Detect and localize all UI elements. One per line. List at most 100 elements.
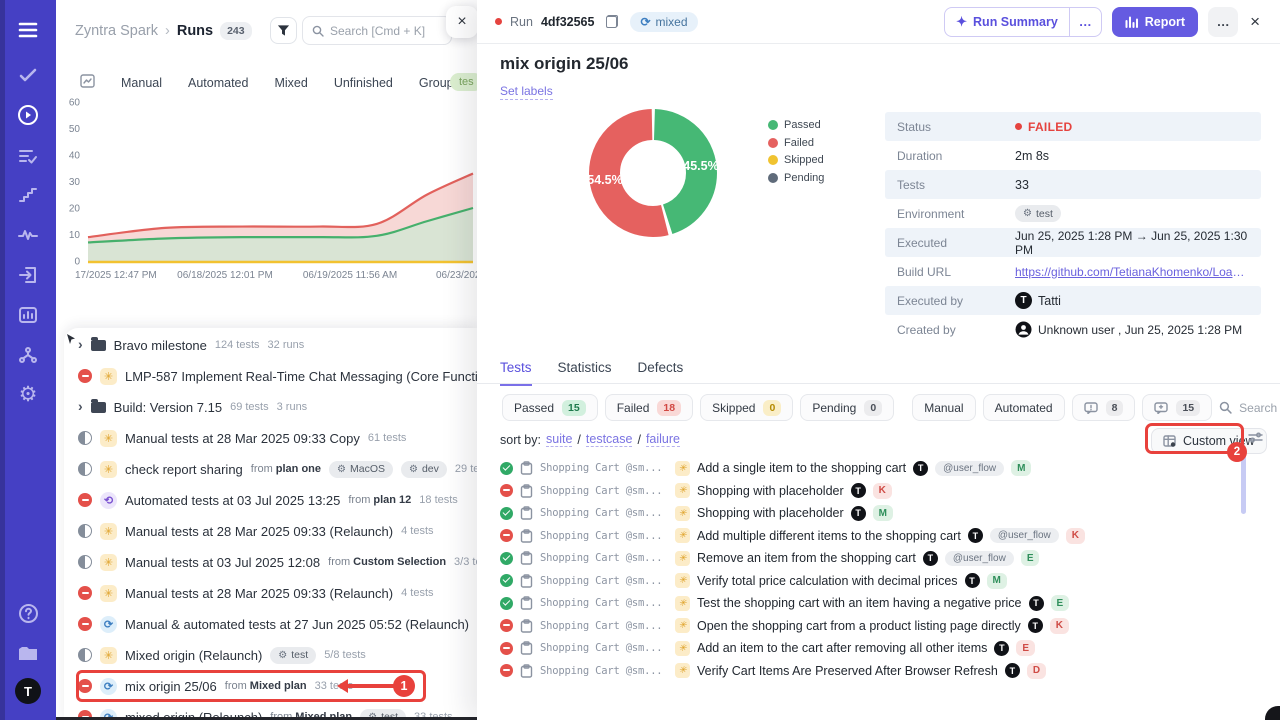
reports-icon[interactable] <box>0 302 56 328</box>
filter-automated-button[interactable]: Automated <box>982 394 1065 421</box>
milestone-badge: E <box>1050 595 1070 611</box>
tab-automated[interactable]: Automated <box>188 75 249 90</box>
projects-folder-icon[interactable] <box>0 640 56 666</box>
clipboard-icon <box>520 618 533 633</box>
tests-search[interactable] <box>1219 400 1280 415</box>
run-list-item[interactable]: ✳ check report sharing from plan one ⚙ Mac… <box>78 454 477 484</box>
tab-mixed[interactable]: Mixed <box>274 75 308 90</box>
sort-failure-link[interactable]: failure <box>645 432 680 447</box>
svg-text:54.5%: 54.5% <box>587 173 622 187</box>
run-group-row[interactable]: › Build: Version 7.15 69 tests 3 runs <box>78 392 477 422</box>
tab-statistics[interactable]: Statistics <box>557 360 612 375</box>
run-list-item-selected[interactable]: ⟳ mix origin 25/06 from Mixed plan 33 tes… <box>78 671 477 701</box>
report-button[interactable]: Report <box>1111 6 1199 37</box>
svg-text:20: 20 <box>69 204 81 215</box>
run-list-item[interactable]: ✳ Manual tests at 28 Mar 2025 09:33 Copy… <box>78 423 477 453</box>
run-title: Manual tests at 28 Mar 2025 09:33 Copy <box>125 430 360 446</box>
test-suite: Shopping Cart @sm... <box>540 529 663 542</box>
defects-icon[interactable] <box>0 222 56 248</box>
milestones-icon[interactable] <box>0 182 56 208</box>
run-list-item[interactable]: ✳ LMP-587 Implement Real-Time Chat Messa… <box>78 361 477 391</box>
test-row[interactable]: Shopping Cart @sm... ✳ Verify Cart Items… <box>500 660 1245 682</box>
svg-text:06/18/2025 12:01 PM: 06/18/2025 12:01 PM <box>177 270 273 281</box>
test-row[interactable]: Shopping Cart @sm... ✳ Verify total pric… <box>500 570 1245 592</box>
tests-search-input[interactable] <box>1239 400 1280 415</box>
chevron-right-icon[interactable]: › <box>78 398 83 414</box>
custom-view-button[interactable]: Custom view <box>1151 428 1267 454</box>
filter-skipped-button[interactable]: Skipped 0 <box>700 394 794 421</box>
runs-search-input[interactable] <box>330 23 440 38</box>
run-list-item[interactable]: ✳ Manual tests at 03 Jul 2025 12:08 from… <box>78 547 477 577</box>
chevron-right-icon[interactable]: › <box>78 336 83 352</box>
failed-status-icon <box>500 529 513 542</box>
failed-status-icon <box>500 484 513 497</box>
env-badge[interactable]: tes <box>450 73 477 91</box>
attachments-filter-button[interactable]: 15 <box>1142 394 1213 421</box>
pending-count-badge: 0 <box>864 399 883 416</box>
sort-testcase-link[interactable]: testcase <box>585 432 633 447</box>
test-cases-icon[interactable] <box>0 62 56 88</box>
sort-suite-link[interactable]: suite <box>546 432 573 447</box>
assignee-avatar: T <box>964 573 980 588</box>
group-meta: 32 runs <box>267 339 305 351</box>
tab-tests[interactable]: Tests <box>500 360 532 386</box>
chart-toggle-icon[interactable] <box>80 74 95 91</box>
run-type-badge[interactable]: ⟳ mixed <box>630 11 698 32</box>
test-row[interactable]: Shopping Cart @sm... ✳ Add a single item… <box>500 457 1245 479</box>
test-row[interactable]: Shopping Cart @sm... ✳ Shopping with pla… <box>500 480 1245 502</box>
build-url-link[interactable]: https://github.com/TetianaKhomenko/Load-… <box>1015 264 1249 279</box>
test-row[interactable]: Shopping Cart @sm... ✳ Add an item to th… <box>500 637 1245 659</box>
integrations-icon[interactable] <box>0 342 56 368</box>
requirements-icon[interactable] <box>0 262 56 288</box>
legend-skipped: Skipped <box>784 154 824 166</box>
help-icon[interactable] <box>0 600 56 626</box>
menu-icon[interactable] <box>0 17 56 43</box>
run-list-item[interactable]: ⟳ Manual & automated tests at 27 Jun 202… <box>78 609 477 639</box>
runs-icon[interactable] <box>0 102 56 128</box>
svg-text:60: 60 <box>69 98 81 109</box>
run-list-item[interactable]: ✳ Manual tests at 28 Mar 2025 09:33 (Rel… <box>78 578 477 608</box>
close-panel-button[interactable]: × <box>1250 11 1260 31</box>
passed-status-icon <box>500 506 513 520</box>
gear-icon: ⚙ <box>278 649 288 661</box>
test-row[interactable]: Shopping Cart @sm... ✳ Remove an item fr… <box>500 547 1245 569</box>
filter-pending-button[interactable]: Pending 0 <box>800 394 895 421</box>
comments-filter-button[interactable]: 8 <box>1071 394 1136 421</box>
scrollbar-thumb[interactable] <box>1241 454 1246 514</box>
run-title: mix origin 25/06 <box>125 678 217 694</box>
view-options-icon[interactable] <box>1248 431 1263 449</box>
test-row[interactable]: Shopping Cart @sm... ✳ Open the shopping… <box>500 615 1245 637</box>
tab-manual[interactable]: Manual <box>121 75 162 90</box>
run-detail-panel: Run 4df32565 ⟳ mixed ✦ Run Summary … Repor… <box>477 0 1280 720</box>
milestone-badge: D <box>1026 662 1047 679</box>
run-summary-more-button[interactable]: … <box>1068 7 1101 36</box>
more-actions-button[interactable]: … <box>1208 6 1239 37</box>
test-row[interactable]: Shopping Cart @sm... ✳ Shopping with pla… <box>500 502 1245 524</box>
copy-icon[interactable] <box>606 15 619 28</box>
filter-passed-button[interactable]: Passed 15 <box>502 394 598 421</box>
test-plans-icon[interactable] <box>0 143 56 169</box>
manual-run-icon: ✳ <box>100 646 117 664</box>
settings-icon[interactable]: ⚙ <box>18 382 38 406</box>
filter-manual-button[interactable]: Manual <box>912 394 976 421</box>
filter-button[interactable] <box>270 17 297 44</box>
run-list-item[interactable]: ⟳ mixed origin (Relaunch) from Mixed plan… <box>78 702 477 720</box>
user-avatar[interactable]: T <box>0 678 56 704</box>
run-summary-button[interactable]: ✦ Run Summary … <box>944 6 1102 37</box>
tab-unfinished[interactable]: Unfinished <box>333 75 393 90</box>
tab-groups[interactable]: Groups <box>418 75 460 90</box>
set-labels-link[interactable]: Set labels <box>500 84 553 100</box>
test-row[interactable]: Shopping Cart @sm... ✳ Add multiple diff… <box>500 525 1245 547</box>
run-list-item[interactable]: ✳ Mixed origin (Relaunch) ⚙ test 5/8 test… <box>78 640 477 670</box>
env-pill: ⚙ MacOS <box>329 460 393 478</box>
test-row[interactable]: Shopping Cart @sm... ✳ Test the shopping… <box>500 592 1245 614</box>
run-group-row[interactable]: › Bravo milestone 124 tests 32 runs <box>78 330 477 360</box>
env-pill: ⚙ test <box>1015 205 1061 222</box>
run-list-item[interactable]: ⟲ Automated tests at 03 Jul 2025 13:25 f… <box>78 485 477 515</box>
run-list-item[interactable]: ✳ Manual tests at 28 Mar 2025 09:33 (Rel… <box>78 516 477 546</box>
tab-defects[interactable]: Defects <box>637 360 684 375</box>
filter-failed-button[interactable]: Failed 18 <box>604 394 694 421</box>
runs-search[interactable] <box>302 16 452 45</box>
breadcrumb-project[interactable]: Zyntra Spark <box>75 23 158 39</box>
panel-close-button[interactable]: × <box>446 6 477 38</box>
